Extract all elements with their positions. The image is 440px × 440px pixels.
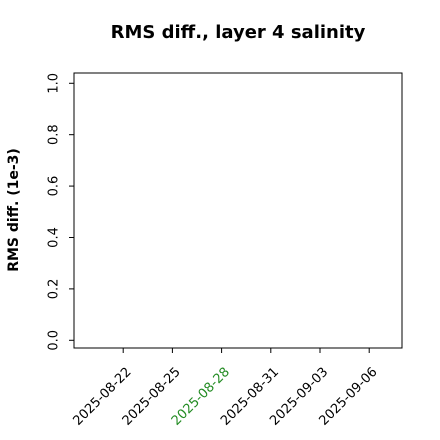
- y-tick-label: 1.0: [47, 73, 62, 94]
- y-tick-label: 0.2: [47, 279, 62, 300]
- y-axis-label: RMS diff. (1e-3): [6, 148, 22, 272]
- y-tick-label: 0.6: [47, 176, 62, 197]
- plot-frame: [73, 72, 403, 349]
- y-tick-label: 0.4: [47, 227, 62, 248]
- chart-title: RMS diff., layer 4 salinity: [111, 22, 366, 43]
- y-tick-label: 0.8: [47, 124, 62, 145]
- y-tick-label: 0.0: [47, 330, 62, 351]
